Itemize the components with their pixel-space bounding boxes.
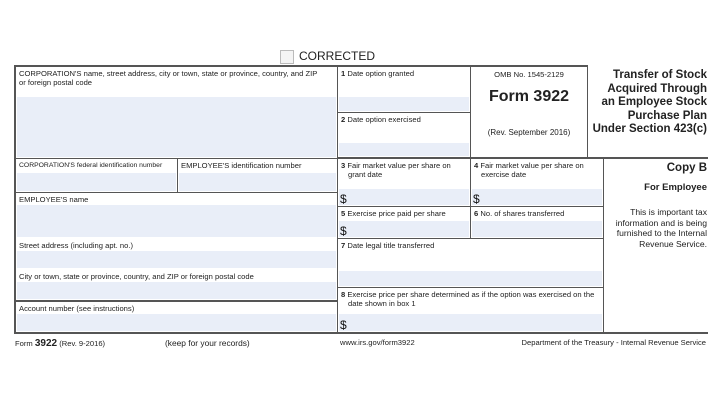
field-label: 1 Date option granted — [341, 69, 414, 78]
footer-url[interactable]: www.irs.gov/form3922 — [340, 338, 415, 347]
box-3-fmv-grant[interactable]: 3 Fair market value per share on grant d… — [338, 159, 471, 207]
account-number-field[interactable]: Account number (see instructions) — [16, 302, 338, 332]
footer-keep: (keep for your records) — [165, 338, 250, 348]
field-label: EMPLOYEE'S name — [19, 195, 89, 204]
footer-department: Department of the Treasury - Internal Re… — [521, 338, 706, 347]
box-label: Exercise price per share determined as i… — [347, 290, 595, 308]
box-number: 1 — [341, 69, 346, 78]
field-fill — [17, 282, 336, 299]
dollar-sign: $ — [340, 224, 347, 238]
street-address-field[interactable]: Street address (including apt. no.) — [16, 239, 338, 270]
employee-id-field[interactable]: EMPLOYEE'S identification number — [178, 159, 338, 193]
copy-for: For Employee — [644, 182, 707, 193]
box-8-exercise-price-box1[interactable]: 8 Exercise price per share determined as… — [338, 288, 604, 332]
field-fill — [472, 189, 602, 205]
omb-box: OMB No. 1545-2129 Form 3922 (Rev. Septem… — [471, 67, 588, 159]
field-fill — [339, 271, 602, 286]
box-1-date-granted[interactable]: 1 Date option granted — [338, 67, 471, 113]
field-fill — [339, 143, 469, 156]
box-2-date-exercised[interactable]: 2 Date option exercised — [338, 113, 471, 159]
field-fill — [17, 97, 336, 157]
field-fill — [339, 314, 602, 331]
dollar-sign: $ — [473, 192, 480, 206]
field-label: Account number (see instructions) — [19, 304, 135, 313]
field-label: CORPORATION'S federal identification num… — [19, 162, 163, 169]
box-number: 7 — [341, 241, 346, 250]
omb-number: OMB No. 1545-2129 — [494, 70, 564, 79]
field-fill — [472, 221, 602, 237]
copy-b-panel: Copy B For Employee This is important ta… — [606, 162, 707, 249]
field-label: City or town, state or province, country… — [19, 272, 254, 281]
title-underline — [588, 157, 708, 159]
field-fill — [17, 205, 336, 237]
form-top-border — [14, 65, 588, 67]
form-bottom-border — [14, 332, 708, 334]
copy-name: Copy B — [666, 162, 707, 174]
box-number: 6 — [474, 209, 479, 218]
field-fill — [179, 173, 336, 191]
field-fill — [17, 173, 176, 191]
employee-name-field[interactable]: EMPLOYEE'S name — [16, 193, 338, 239]
footer-form-id: Form 3922 (Rev. 9-2016) — [15, 338, 105, 349]
dollar-sign: $ — [340, 192, 347, 206]
box-number: 8 — [341, 290, 346, 299]
box-label: Fair market value per share on grant dat… — [347, 161, 451, 179]
dollar-sign: $ — [340, 318, 347, 332]
field-label: 5 Exercise price paid per share — [341, 209, 446, 218]
corrected-label: CORRECTED — [299, 49, 376, 63]
field-label: EMPLOYEE'S identification number — [181, 161, 302, 170]
form-left-border — [14, 65, 16, 334]
box-label: Date option granted — [347, 69, 415, 78]
box-number: 4 — [474, 161, 479, 170]
field-label: 3 Fair market value per share on grant d… — [341, 161, 470, 179]
box-label: No. of shares transferred — [480, 209, 565, 218]
box-label: Date option exercised — [347, 115, 421, 124]
field-fill — [17, 251, 336, 268]
field-label: 2 Date option exercised — [341, 115, 421, 124]
field-label: 8 Exercise price per share determined as… — [341, 290, 598, 308]
box-label: Date legal title transferred — [347, 241, 435, 250]
field-label: 7 Date legal title transferred — [341, 241, 434, 250]
field-fill — [339, 97, 469, 111]
corrected-checkbox[interactable] — [280, 50, 294, 64]
box-7-title-transferred[interactable]: 7 Date legal title transferred — [338, 239, 604, 288]
box-5-exercise-price[interactable]: 5 Exercise price paid per share $ — [338, 207, 471, 239]
corp-name-field[interactable]: CORPORATION'S name, street address, city… — [16, 67, 338, 159]
box-4-fmv-exercise[interactable]: 4 Fair market value per share on exercis… — [471, 159, 604, 207]
footer-form-number: 3922 — [34, 338, 58, 349]
field-fill — [339, 189, 469, 205]
field-label: CORPORATION'S name, street address, city… — [19, 69, 318, 87]
box-number: 3 — [341, 161, 346, 170]
footer-form-word: Form — [15, 339, 33, 348]
box-label: Exercise price paid per share — [347, 209, 446, 218]
box-number: 5 — [341, 209, 346, 218]
corp-id-field[interactable]: CORPORATION'S federal identification num… — [16, 159, 178, 193]
box-6-shares-transferred[interactable]: 6 No. of shares transferred — [471, 207, 604, 239]
field-label: Street address (including apt. no.) — [19, 241, 133, 250]
footer-revision: (Rev. 9-2016) — [59, 339, 106, 348]
field-label: 4 Fair market value per share on exercis… — [474, 161, 603, 179]
field-label: 6 No. of shares transferred — [474, 209, 564, 218]
form-number-heading: Form 3922 — [488, 88, 570, 105]
city-field[interactable]: City or town, state or province, country… — [16, 270, 338, 302]
form-revision: (Rev. September 2016) — [487, 128, 571, 137]
box-number: 2 — [341, 115, 346, 124]
field-fill — [339, 221, 469, 237]
form-title: Transfer of Stock Acquired Through an Em… — [592, 69, 707, 135]
box-label: Fair market value per share on exercise … — [480, 161, 584, 179]
copy-note: This is important tax information and is… — [615, 207, 707, 249]
field-fill — [17, 314, 336, 331]
